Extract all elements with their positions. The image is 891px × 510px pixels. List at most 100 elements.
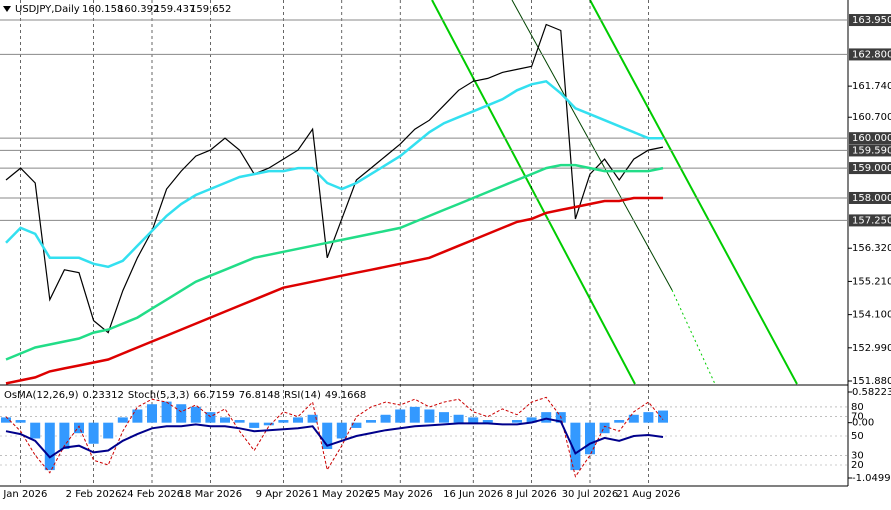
level-label-bg [849, 214, 891, 227]
moving-average [5, 163, 664, 361]
indicator-value: 0.23312 [83, 390, 124, 401]
quote-close: 159.652 [190, 4, 231, 15]
y-tick-label: 160.700 [852, 112, 891, 123]
price-line [5, 23, 664, 334]
level-label: 163.950 [852, 15, 891, 26]
quote-low: 159.437 [154, 4, 195, 15]
osma-bar [336, 422, 347, 439]
indicator-value: 76.8148 [239, 390, 280, 401]
level-label-bg [849, 14, 891, 27]
osma-bar [205, 412, 216, 423]
osma-bar [468, 417, 479, 423]
osma-bar [628, 414, 639, 423]
osma-bar [263, 422, 274, 426]
osma-bar [59, 422, 70, 450]
osma-bar [380, 414, 391, 423]
indicator-name: OsMA(12,26,9) [4, 390, 79, 401]
osma-bar [293, 417, 303, 423]
level-label-bg [849, 191, 891, 204]
osma-bar [351, 422, 362, 428]
y-tick-label: 152.990 [852, 343, 891, 354]
osma-bar [439, 412, 449, 423]
level-label: 159.000 [852, 163, 891, 174]
moving-average [5, 79, 663, 269]
x-tick-label: 24 Feb 2026 [121, 489, 183, 500]
x-tick-label: 1 May 2026 [312, 489, 371, 500]
level-label: 162.800 [852, 49, 891, 60]
y2-tick-label: 20 [851, 460, 864, 471]
osma-bar [30, 422, 41, 439]
y-tick-label: 0.58223 [852, 387, 891, 398]
osma-bar [220, 417, 230, 423]
y2-tick-label: 30 [851, 450, 864, 461]
osma-bar [15, 420, 26, 423]
y-tick-label: 161.740 [852, 81, 891, 92]
level-label-bg [849, 144, 891, 157]
osma-bar [614, 420, 625, 423]
x-tick-label: 8 Jul 2026 [506, 489, 556, 500]
osma-bar [234, 420, 245, 423]
osma-bar [190, 406, 201, 423]
osma-bar [176, 404, 187, 423]
osma-bar [643, 412, 654, 423]
y-tick-label: 155.210 [852, 276, 891, 287]
level-label: 160.000 [852, 133, 891, 144]
level-label: 159.590 [852, 145, 891, 156]
osma-bar [249, 422, 260, 428]
x-tick-label: 9 Jan 2026 [0, 489, 47, 500]
osma-bar [395, 409, 406, 423]
osma-bar [570, 422, 581, 471]
osma-bar [44, 422, 55, 471]
osma-bar [117, 417, 128, 423]
osma-bar [658, 410, 668, 423]
oscillator-line [5, 396, 664, 478]
osma-bar [409, 406, 420, 423]
indicator-name: RSI(14) [284, 390, 321, 401]
symbol-title: USDJPY,Daily [15, 4, 80, 15]
level-label: 157.250 [852, 215, 891, 226]
y-tick-label: 151.880 [852, 376, 891, 387]
osma-bar [278, 420, 289, 423]
trend-line [431, 0, 636, 385]
trend-line [511, 0, 673, 291]
osma-bar [453, 414, 464, 423]
osma-bar [541, 412, 552, 423]
x-tick-label: 9 Apr 2026 [256, 489, 311, 500]
osma-bar [74, 422, 84, 434]
y-tick-label: 154.100 [852, 310, 891, 321]
y-tick-label: -1.04994 [852, 473, 891, 484]
osma-bar [88, 422, 99, 444]
osma-bar [1, 417, 11, 423]
menu-triangle[interactable] [3, 6, 11, 12]
level-label-bg [849, 132, 891, 145]
y2-tick-label: 50 [851, 431, 864, 442]
x-tick-label: 18 Mar 2026 [179, 489, 242, 500]
level-label-bg [849, 48, 891, 61]
osma-bar [161, 401, 172, 423]
y2-tick-label: 80 [851, 402, 864, 413]
osma-bar [366, 420, 376, 423]
osma-bar [132, 409, 143, 423]
x-tick-label: 16 Jun 2026 [443, 489, 503, 500]
x-tick-label: 30 Jul 2026 [562, 489, 619, 500]
x-tick-label: 2 Feb 2026 [66, 489, 122, 500]
y-tick-label: 0.00 [852, 418, 874, 429]
osma-bar [585, 422, 595, 455]
y-tick-label: 156.320 [852, 243, 891, 254]
osma-bar [599, 422, 610, 434]
indicator-value: 66.7159 [193, 390, 234, 401]
quote-open: 160.158 [82, 4, 123, 15]
level-label: 158.000 [852, 193, 891, 204]
osma-bar [424, 409, 435, 423]
moving-average [5, 196, 663, 385]
indicator-name: Stoch(5,3,3) [128, 390, 190, 401]
quote-high: 160.392 [118, 4, 159, 15]
level-label-bg [849, 162, 891, 175]
osma-bar [307, 414, 318, 423]
trend-line [589, 0, 798, 385]
trend-line-projection [671, 289, 716, 385]
osma-bar [147, 404, 157, 423]
x-tick-label: 25 May 2026 [368, 489, 433, 500]
